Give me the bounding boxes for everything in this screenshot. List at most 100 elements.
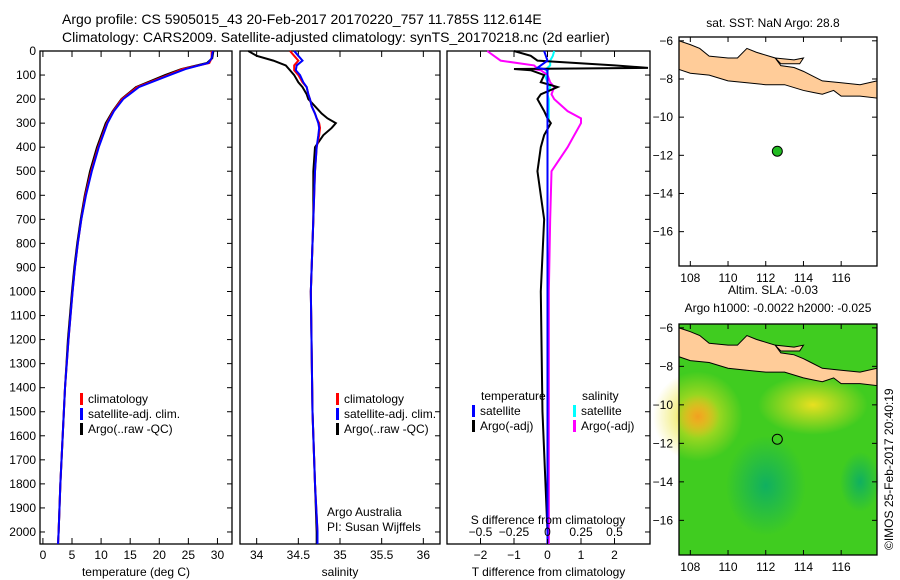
y-tick-label: 800 (16, 236, 36, 250)
sla-low (725, 435, 806, 536)
lon-tick-label: 108 (680, 271, 700, 285)
legend-title-salinity: salinity (582, 389, 619, 403)
lon-tick-label: 112 (756, 271, 775, 285)
series-0 (57, 51, 213, 545)
lat-tick-label: −10 (653, 398, 674, 412)
x2-tick-label: 0 (544, 525, 551, 539)
x-tick-label: 30 (211, 548, 225, 562)
y-tick-label: 200 (16, 92, 36, 106)
legend-swatch (336, 423, 339, 435)
legend-label: Argo(-adj) (581, 419, 634, 433)
legend-swatch (472, 420, 475, 432)
x-axis-label: T difference from climatology (472, 565, 626, 579)
y-tick-label: 1100 (10, 309, 36, 323)
x2-tick-label: 0.5 (606, 525, 623, 539)
x2-axis-label: S difference from climatology (471, 513, 626, 527)
argo-location-marker (771, 433, 783, 445)
legend-title-temperature: temperature (481, 389, 546, 403)
series-1 (293, 50, 321, 544)
legend-swatch (336, 393, 339, 405)
s-argo-line (486, 50, 582, 544)
lon-tick-label: 116 (832, 271, 851, 285)
x-tick-label: 34 (250, 548, 264, 562)
lon-tick-label: 114 (794, 271, 813, 285)
lat-tick-label: −6 (659, 34, 673, 48)
legend-label: Argo(..raw -QC) (344, 422, 429, 436)
x2-tick-label: −0.25 (499, 525, 530, 539)
map-title: sat. SST: NaN Argo: 28.8 (706, 16, 840, 30)
land-java-bali-lombok (678, 327, 878, 387)
x2-tick-label: −0.5 (469, 525, 493, 539)
legend-swatch (472, 405, 475, 417)
legend-label: climatology (344, 392, 404, 406)
legend-swatch (573, 405, 576, 417)
series-1 (57, 50, 214, 545)
lat-tick-label: −6 (659, 321, 673, 335)
sla-low (840, 451, 881, 512)
lat-tick-label: −16 (653, 225, 674, 239)
annotation: PI: Susan Wijffels (327, 520, 421, 534)
legend-swatch (336, 408, 339, 420)
series-2 (57, 50, 215, 545)
x-tick-label: 0 (40, 548, 47, 562)
x-axis-label: temperature (deg C) (82, 565, 190, 579)
map-title: Altim. SLA: -0.03 (728, 283, 818, 297)
lon-tick-label: 112 (756, 560, 775, 574)
lat-tick-label: −16 (653, 513, 674, 527)
y-tick-label: 0 (29, 44, 36, 58)
x-tick-label: 20 (153, 548, 167, 562)
lon-tick-label: 116 (832, 560, 851, 574)
sla-high (675, 394, 720, 439)
legend-label: satellite-adj. clim. (344, 407, 436, 421)
map-frame (678, 323, 878, 556)
x-axis-label: salinity (322, 565, 359, 579)
legend-label: Argo(-adj) (480, 419, 533, 433)
legend-swatch (80, 408, 83, 420)
y-tick-label: 300 (16, 116, 36, 130)
map-frame (678, 36, 878, 267)
x-tick-label: −2 (474, 548, 488, 562)
lat-tick-label: −10 (653, 110, 674, 124)
y-tick-label: 900 (16, 260, 36, 274)
temperature-panel: 0 5 10 15 20 25 300100200300400500600700800900… (9, 44, 233, 579)
x-tick-label: 5 (69, 548, 76, 562)
y-tick-label: 1400 (9, 381, 36, 395)
sla-high (757, 374, 868, 435)
x-tick-label: 1 (578, 548, 585, 562)
y-tick-label: 100 (16, 68, 36, 82)
y-tick-label: 400 (16, 140, 36, 154)
y-tick-label: 1600 (9, 429, 36, 443)
y-tick-label: 1700 (9, 453, 36, 467)
series-2 (247, 50, 338, 544)
plot-frame (39, 50, 233, 545)
lat-tick-label: −14 (653, 186, 674, 200)
title-line2: Climatology: CARS2009. Satellite-adjuste… (62, 29, 610, 45)
lon-tick-label: 110 (718, 560, 737, 574)
argo-location-marker (771, 145, 783, 157)
legend-label: satellite (581, 404, 622, 418)
lat-tick-label: −12 (653, 148, 674, 162)
x-tick-label: 34.5 (287, 548, 311, 562)
x2-tick-label: 0.25 (569, 525, 593, 539)
x-tick-label: 2 (611, 548, 618, 562)
land-madura (773, 344, 805, 352)
lat-tick-label: −8 (659, 72, 673, 86)
x-tick-label: 36 (417, 548, 431, 562)
y-tick-label: 1800 (9, 477, 36, 491)
salinity-panel: 34 34.5 35 35.5 36 salinity climatologysatelli… (239, 50, 441, 579)
land-java-bali-lombok (678, 40, 878, 99)
sla-map-panel: 108 110 112 114 116 −6 −8 −10 −12 −14 −16 Altim. SL… (653, 283, 881, 574)
credit-text: ©IMOS 25-Feb-2017 20:40:19 (882, 388, 896, 550)
plot-frame (239, 50, 441, 545)
x-tick-label: 10 (94, 548, 108, 562)
x-tick-label: 0 (544, 548, 551, 562)
difference-panel: −2 −1 0 1 2 T difference from climatology −0.5… (446, 50, 651, 579)
lat-tick-label: −14 (653, 475, 674, 489)
annotation: Argo Australia (327, 505, 402, 519)
y-tick-label: 2000 (9, 525, 36, 539)
y-tick-label: 1900 (9, 501, 36, 515)
x-tick-label: 35 (333, 548, 347, 562)
map-subtitle: Argo h1000: -0.0022 h2000: -0.025 (685, 301, 872, 315)
legend-label: climatology (88, 392, 148, 406)
